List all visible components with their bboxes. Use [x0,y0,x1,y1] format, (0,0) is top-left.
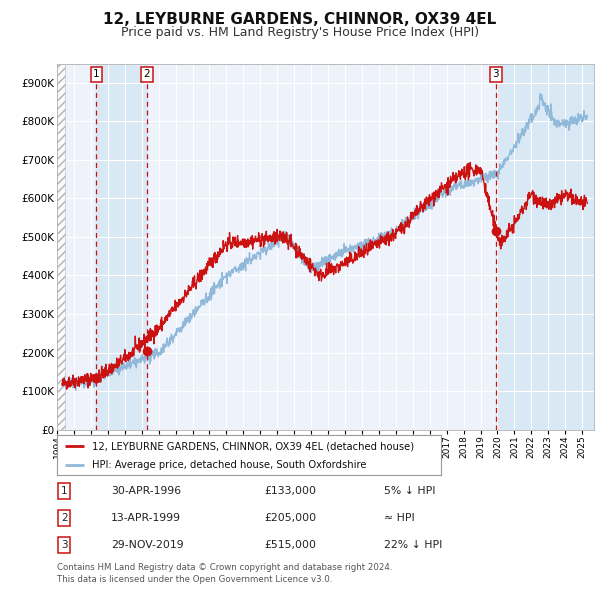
Text: 1: 1 [93,69,100,79]
Text: 5% ↓ HPI: 5% ↓ HPI [384,486,436,496]
Text: HPI: Average price, detached house, South Oxfordshire: HPI: Average price, detached house, Sout… [92,460,366,470]
Text: 12, LEYBURNE GARDENS, CHINNOR, OX39 4EL (detached house): 12, LEYBURNE GARDENS, CHINNOR, OX39 4EL … [92,441,413,451]
Text: £515,000: £515,000 [264,540,316,550]
Text: 3: 3 [493,69,499,79]
Text: 12, LEYBURNE GARDENS, CHINNOR, OX39 4EL: 12, LEYBURNE GARDENS, CHINNOR, OX39 4EL [103,12,497,27]
Text: 1: 1 [61,486,68,496]
Text: 22% ↓ HPI: 22% ↓ HPI [384,540,442,550]
Text: Price paid vs. HM Land Registry's House Price Index (HPI): Price paid vs. HM Land Registry's House … [121,26,479,39]
Text: 2: 2 [61,513,68,523]
Bar [97,64,146,430]
Bar [496,64,600,430]
Text: Contains HM Land Registry data © Crown copyright and database right 2024.
This d: Contains HM Land Registry data © Crown c… [57,563,392,584]
Text: 2: 2 [143,69,150,79]
Text: 29-NOV-2019: 29-NOV-2019 [111,540,184,550]
Text: £133,000: £133,000 [264,486,316,496]
Bar [57,64,65,430]
Text: 3: 3 [61,540,68,550]
Text: £205,000: £205,000 [264,513,316,523]
Text: 30-APR-1996: 30-APR-1996 [111,486,181,496]
Text: ≈ HPI: ≈ HPI [384,513,415,523]
Text: 13-APR-1999: 13-APR-1999 [111,513,181,523]
